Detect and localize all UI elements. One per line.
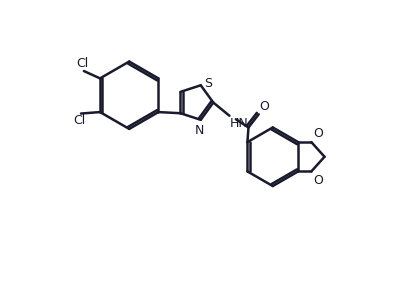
Text: Cl: Cl [76,57,88,70]
Text: S: S [204,77,212,90]
Text: O: O [312,174,322,187]
Text: O: O [259,100,269,113]
Text: O: O [312,127,322,140]
Text: HN: HN [229,117,248,130]
Text: Cl: Cl [73,114,85,127]
Text: N: N [194,124,203,137]
